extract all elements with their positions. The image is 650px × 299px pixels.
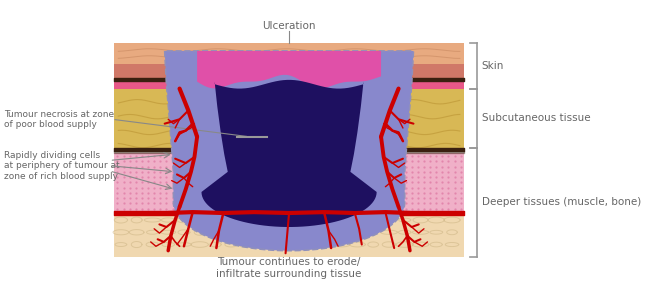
Bar <box>114 43 464 64</box>
Bar <box>114 89 464 148</box>
Text: Deeper tissues (muscle, bone): Deeper tissues (muscle, bone) <box>482 197 641 208</box>
Bar <box>114 81 464 89</box>
Text: Tumour continues to erode/
infiltrate surrounding tissue: Tumour continues to erode/ infiltrate su… <box>216 257 362 279</box>
Bar <box>114 64 464 78</box>
Text: Ulceration: Ulceration <box>263 21 316 30</box>
Polygon shape <box>202 80 376 227</box>
Text: Rapidly dividing cells
at periphery of tumour at
zone of rich blood supply: Rapidly dividing cells at periphery of t… <box>5 151 120 181</box>
Bar <box>114 215 464 257</box>
Polygon shape <box>164 51 413 251</box>
Polygon shape <box>197 51 381 89</box>
Text: Skin: Skin <box>482 61 504 71</box>
Text: Tumour necrosis at zone
of poor blood supply: Tumour necrosis at zone of poor blood su… <box>5 109 114 129</box>
Bar <box>114 153 464 211</box>
Text: Subcutaneous tissue: Subcutaneous tissue <box>482 113 590 123</box>
